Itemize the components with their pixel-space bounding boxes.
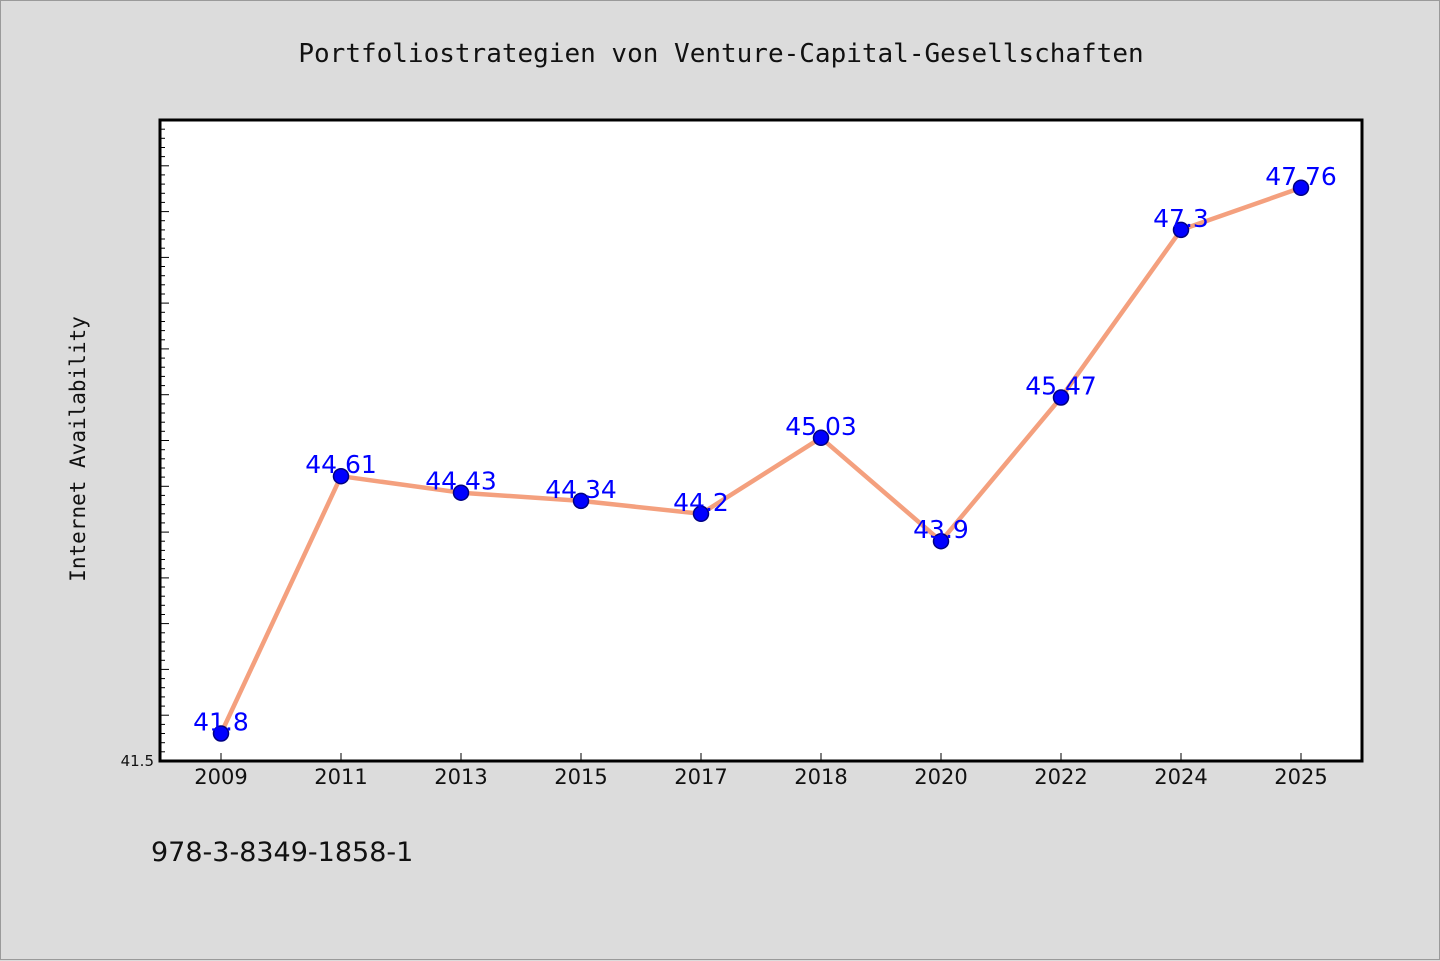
footer-code: 978-3-8349-1858-1 xyxy=(151,837,414,868)
x-axis-tick-labels: 2009 2011 2013 2015 2017 2018 2020 2022 2024 2025 xyxy=(194,765,1327,789)
x-tick-label: 2009 xyxy=(194,765,247,789)
data-point-marker xyxy=(1052,389,1070,406)
data-label: 43.9 xyxy=(913,515,969,544)
data-label: 44.2 xyxy=(673,488,729,517)
plot-frame xyxy=(158,118,1364,763)
data-point-marker xyxy=(1292,179,1310,197)
data-point-marker xyxy=(692,505,710,523)
x-tick-label: 2022 xyxy=(1034,765,1087,789)
y-tick-label: 41.5 xyxy=(121,752,154,770)
data-point-marker xyxy=(932,532,950,550)
data-label: 45.47 xyxy=(1025,372,1097,401)
x-tick-label: 2025 xyxy=(1274,765,1327,789)
data-label: 47.3 xyxy=(1153,204,1209,233)
chart-title: Portfoliostrategien von Venture-Capital-… xyxy=(298,39,1143,69)
data-point-marker xyxy=(1172,221,1190,239)
x-tick-label: 2018 xyxy=(794,765,847,789)
y-axis-label: Internet Availability xyxy=(66,316,90,582)
x-tick-label: 2015 xyxy=(554,765,607,789)
data-point-marker xyxy=(332,467,350,485)
data-markers xyxy=(212,179,1310,742)
data-label: 44.43 xyxy=(425,467,497,496)
series-line xyxy=(218,185,1304,736)
data-label: 44.61 xyxy=(305,450,377,479)
x-tick-label: 2020 xyxy=(914,765,967,789)
data-label: 44.34 xyxy=(545,475,617,504)
data-point-marker xyxy=(452,484,470,501)
data-point-marker xyxy=(212,725,230,742)
x-tick-label: 2017 xyxy=(674,765,727,789)
data-labels: 41.8 44.61 44.43 44.34 44.2 45.03 43.9 45.47 47.… xyxy=(193,162,1337,737)
x-tick-label: 2024 xyxy=(1154,765,1207,789)
data-point-marker xyxy=(572,492,590,510)
x-tick-label: 2013 xyxy=(434,765,487,789)
data-point-marker xyxy=(812,429,830,447)
x-tick-label: 2011 xyxy=(314,765,367,789)
data-label: 45.03 xyxy=(785,412,857,441)
y-axis-tick-labels: 41.5 xyxy=(121,752,154,770)
plot-area xyxy=(160,120,1362,761)
data-label: 47.76 xyxy=(1265,162,1337,191)
data-label: 41.8 xyxy=(193,708,249,737)
